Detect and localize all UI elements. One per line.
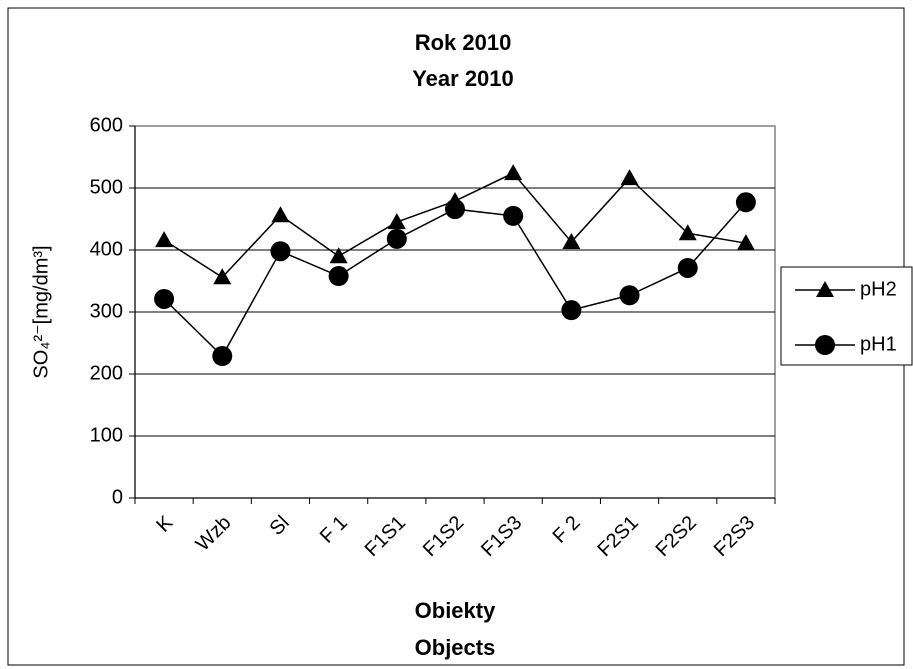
y-tick-label: 200 — [90, 362, 123, 384]
data-point — [387, 213, 406, 230]
data-point — [155, 231, 174, 248]
data-point — [562, 232, 581, 249]
y-axis-label: SO₄²⁻[mg/dm³] — [30, 245, 52, 378]
data-point — [678, 224, 697, 241]
legend-marker — [816, 281, 834, 297]
data-point — [620, 169, 639, 186]
y-tick-label: 100 — [90, 424, 123, 446]
legend-label: pH1 — [860, 333, 897, 355]
data-point — [735, 192, 756, 213]
y-tick-label: 400 — [90, 238, 123, 260]
data-point — [154, 288, 175, 309]
data-point — [561, 300, 582, 321]
legend-marker — [815, 335, 835, 355]
data-point — [619, 285, 640, 306]
y-tick-label: 300 — [90, 300, 123, 322]
data-point — [270, 241, 291, 262]
data-point — [328, 266, 349, 287]
x-axis-label: Objects — [415, 635, 496, 660]
data-point — [677, 257, 698, 278]
data-point — [329, 247, 348, 264]
data-point — [271, 206, 290, 223]
chart-title: Rok 2010 — [415, 30, 512, 55]
chart-title: Year 2010 — [412, 66, 514, 91]
data-point — [213, 268, 232, 285]
x-axis-label: Obiekty — [415, 598, 496, 623]
data-point — [736, 234, 755, 251]
y-tick-label: 600 — [90, 114, 123, 136]
data-point — [445, 199, 465, 220]
data-point — [212, 346, 233, 367]
data-point — [503, 205, 524, 226]
data-point — [504, 164, 523, 181]
data-point — [386, 228, 407, 249]
legend-label: pH2 — [860, 278, 897, 300]
y-tick-label: 500 — [90, 176, 123, 198]
y-tick-label: 0 — [112, 486, 123, 508]
legend — [780, 266, 913, 366]
